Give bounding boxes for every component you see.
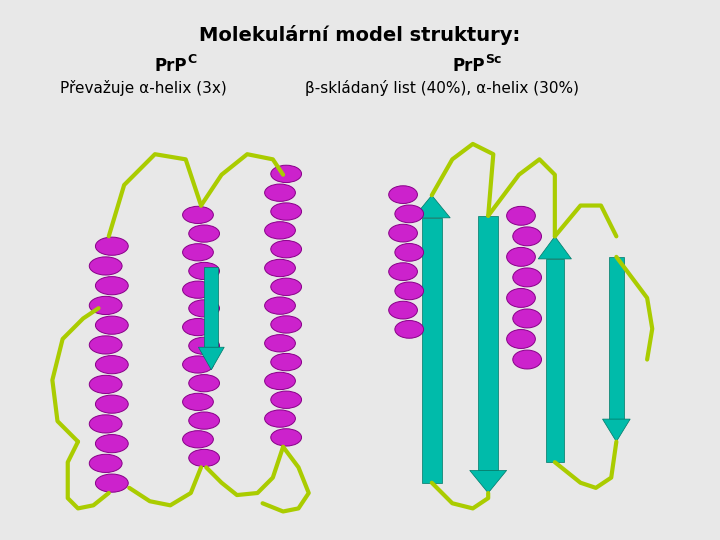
- Ellipse shape: [507, 329, 536, 348]
- Ellipse shape: [189, 225, 220, 242]
- Ellipse shape: [189, 262, 220, 280]
- Ellipse shape: [265, 335, 295, 352]
- Ellipse shape: [89, 296, 122, 314]
- Polygon shape: [421, 218, 442, 483]
- Polygon shape: [603, 419, 630, 442]
- Text: Molekulární model struktury:: Molekulární model struktury:: [199, 25, 521, 45]
- Ellipse shape: [96, 316, 128, 334]
- Ellipse shape: [183, 319, 213, 336]
- Polygon shape: [546, 259, 564, 462]
- Ellipse shape: [271, 203, 302, 220]
- Ellipse shape: [389, 301, 418, 319]
- Ellipse shape: [389, 263, 418, 280]
- Ellipse shape: [89, 454, 122, 472]
- Ellipse shape: [389, 186, 418, 204]
- Ellipse shape: [395, 282, 423, 300]
- Polygon shape: [199, 347, 224, 370]
- Ellipse shape: [265, 372, 295, 389]
- Ellipse shape: [271, 354, 302, 371]
- Polygon shape: [413, 195, 450, 218]
- Ellipse shape: [395, 321, 423, 338]
- Ellipse shape: [271, 316, 302, 333]
- Ellipse shape: [183, 393, 213, 410]
- Ellipse shape: [189, 375, 220, 392]
- Ellipse shape: [395, 205, 423, 222]
- Ellipse shape: [189, 449, 220, 467]
- Polygon shape: [539, 237, 572, 259]
- Ellipse shape: [271, 278, 302, 295]
- Text: Převažuje α-helix (3x): Převažuje α-helix (3x): [60, 80, 227, 96]
- Ellipse shape: [96, 474, 128, 492]
- Ellipse shape: [507, 247, 536, 266]
- Ellipse shape: [96, 276, 128, 295]
- Ellipse shape: [265, 297, 295, 314]
- Ellipse shape: [265, 410, 295, 427]
- Text: β-skládaný list (40%), α-helix (30%): β-skládaný list (40%), α-helix (30%): [305, 80, 579, 96]
- Ellipse shape: [513, 309, 541, 328]
- Ellipse shape: [271, 429, 302, 446]
- Ellipse shape: [183, 206, 213, 224]
- Polygon shape: [608, 257, 624, 419]
- Ellipse shape: [389, 224, 418, 242]
- Ellipse shape: [189, 300, 220, 317]
- Ellipse shape: [89, 375, 122, 394]
- Ellipse shape: [189, 337, 220, 354]
- Ellipse shape: [395, 244, 423, 261]
- Ellipse shape: [189, 412, 220, 429]
- Ellipse shape: [183, 281, 213, 298]
- Text: PrP: PrP: [453, 57, 485, 75]
- Ellipse shape: [265, 222, 295, 239]
- Polygon shape: [204, 267, 218, 347]
- Text: C: C: [187, 53, 196, 66]
- Ellipse shape: [96, 237, 128, 255]
- Ellipse shape: [513, 268, 541, 287]
- Ellipse shape: [507, 288, 536, 307]
- Ellipse shape: [271, 165, 302, 183]
- Polygon shape: [478, 216, 498, 470]
- Ellipse shape: [89, 415, 122, 433]
- Text: Sc: Sc: [485, 53, 501, 66]
- Ellipse shape: [513, 227, 541, 246]
- Ellipse shape: [96, 355, 128, 374]
- Ellipse shape: [265, 259, 295, 276]
- Ellipse shape: [183, 244, 213, 261]
- Ellipse shape: [513, 350, 541, 369]
- Ellipse shape: [265, 184, 295, 201]
- Ellipse shape: [89, 257, 122, 275]
- Ellipse shape: [96, 435, 128, 453]
- Ellipse shape: [183, 356, 213, 373]
- Ellipse shape: [96, 395, 128, 413]
- Text: PrP: PrP: [155, 57, 187, 75]
- Ellipse shape: [271, 240, 302, 258]
- Polygon shape: [469, 470, 507, 493]
- Ellipse shape: [183, 431, 213, 448]
- Ellipse shape: [507, 206, 536, 225]
- Ellipse shape: [271, 391, 302, 408]
- Ellipse shape: [89, 336, 122, 354]
